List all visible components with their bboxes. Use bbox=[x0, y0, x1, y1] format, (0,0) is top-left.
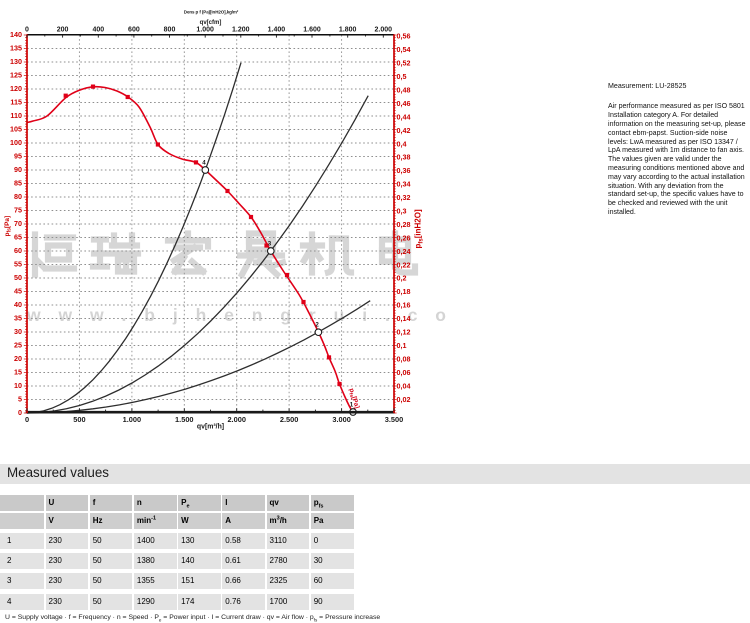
svg-text:0,02: 0,02 bbox=[397, 395, 411, 404]
svg-text:135: 135 bbox=[10, 44, 22, 53]
svg-text:0,28: 0,28 bbox=[397, 220, 411, 229]
svg-text:3: 3 bbox=[268, 240, 272, 247]
svg-text:0,1: 0,1 bbox=[397, 341, 407, 350]
svg-text:110: 110 bbox=[10, 111, 22, 120]
svg-text:80: 80 bbox=[14, 192, 22, 201]
svg-text:100: 100 bbox=[10, 138, 22, 147]
svg-text:75: 75 bbox=[14, 206, 22, 215]
svg-text:0,54: 0,54 bbox=[397, 45, 411, 54]
svg-text:1.000: 1.000 bbox=[196, 27, 214, 34]
svg-text:25: 25 bbox=[14, 341, 22, 350]
svg-text:500: 500 bbox=[73, 415, 85, 424]
svg-text:35: 35 bbox=[14, 314, 22, 323]
svg-text:200: 200 bbox=[57, 27, 69, 34]
svg-text:3.000: 3.000 bbox=[332, 415, 351, 424]
svg-text:qv[m³/h]: qv[m³/h] bbox=[197, 423, 224, 430]
svg-text:10: 10 bbox=[14, 381, 22, 390]
svg-text:0: 0 bbox=[25, 415, 29, 424]
svg-text:pfs[Pa]: pfs[Pa] bbox=[4, 216, 13, 237]
svg-text:65: 65 bbox=[14, 233, 22, 242]
svg-text:115: 115 bbox=[10, 98, 22, 107]
svg-text:40: 40 bbox=[14, 300, 22, 309]
svg-text:0,26: 0,26 bbox=[397, 233, 411, 242]
svg-text:3.500: 3.500 bbox=[385, 415, 404, 424]
svg-text:0,2: 0,2 bbox=[397, 274, 407, 283]
svg-text:1.400: 1.400 bbox=[268, 27, 286, 34]
svg-text:1.800: 1.800 bbox=[339, 27, 357, 34]
svg-text:1.000: 1.000 bbox=[123, 415, 142, 424]
svg-text:15: 15 bbox=[14, 368, 22, 377]
svg-text:0,5: 0,5 bbox=[397, 72, 407, 81]
svg-text:0: 0 bbox=[18, 408, 22, 417]
svg-text:400: 400 bbox=[92, 27, 104, 34]
svg-text:140: 140 bbox=[10, 30, 22, 39]
svg-text:0,36: 0,36 bbox=[397, 166, 411, 175]
svg-text:85: 85 bbox=[14, 179, 22, 188]
svg-text:50: 50 bbox=[14, 273, 22, 282]
svg-text:0,08: 0,08 bbox=[397, 354, 411, 363]
svg-text:0,3: 0,3 bbox=[397, 207, 407, 216]
svg-text:90: 90 bbox=[14, 165, 22, 174]
svg-text:2: 2 bbox=[315, 322, 319, 329]
svg-text:2.000: 2.000 bbox=[227, 415, 246, 424]
svg-text:0,04: 0,04 bbox=[397, 381, 411, 390]
svg-text:125: 125 bbox=[10, 71, 22, 80]
svg-text:30: 30 bbox=[14, 327, 22, 336]
svg-text:0,42: 0,42 bbox=[397, 126, 411, 135]
svg-text:qv[cfm]: qv[cfm] bbox=[200, 20, 222, 26]
svg-text:0,14: 0,14 bbox=[397, 314, 411, 323]
svg-text:0,34: 0,34 bbox=[397, 180, 411, 189]
svg-text:0,18: 0,18 bbox=[397, 287, 411, 296]
svg-text:1.600: 1.600 bbox=[303, 27, 321, 34]
svg-text:120: 120 bbox=[10, 84, 22, 93]
svg-text:1.500: 1.500 bbox=[175, 415, 194, 424]
svg-text:55: 55 bbox=[14, 260, 22, 269]
svg-text:0,06: 0,06 bbox=[397, 368, 411, 377]
svg-text:0: 0 bbox=[25, 27, 29, 34]
svg-text:pfs[inH2O]: pfs[inH2O] bbox=[414, 209, 425, 248]
svg-text:2.500: 2.500 bbox=[280, 415, 299, 424]
svg-text:20: 20 bbox=[14, 354, 22, 363]
svg-text:105: 105 bbox=[10, 125, 22, 134]
svg-text:1.200: 1.200 bbox=[232, 27, 250, 34]
svg-text:95: 95 bbox=[14, 152, 22, 161]
svg-text:60: 60 bbox=[14, 246, 22, 255]
svg-text:2.000: 2.000 bbox=[375, 27, 393, 34]
svg-text:0,52: 0,52 bbox=[397, 59, 411, 68]
svg-text:0,44: 0,44 bbox=[397, 112, 411, 121]
svg-text:0,24: 0,24 bbox=[397, 247, 411, 256]
svg-text:0,16: 0,16 bbox=[397, 301, 411, 310]
svg-text:1: 1 bbox=[350, 401, 354, 408]
svg-text:0,38: 0,38 bbox=[397, 153, 411, 162]
svg-text:0,32: 0,32 bbox=[397, 193, 411, 202]
svg-text:w w w . b j h e n g r u i . c: w w w . b j h e n g r u i . c o bbox=[26, 305, 446, 325]
svg-text:4: 4 bbox=[202, 159, 206, 166]
svg-text:0,46: 0,46 bbox=[397, 99, 411, 108]
svg-text:0,12: 0,12 bbox=[397, 328, 411, 337]
svg-text:600: 600 bbox=[128, 27, 140, 34]
svg-text:0,56: 0,56 bbox=[397, 32, 411, 41]
svg-text:130: 130 bbox=[10, 57, 22, 66]
svg-text:800: 800 bbox=[164, 27, 176, 34]
svg-text:70: 70 bbox=[14, 219, 22, 228]
svg-text:0,4: 0,4 bbox=[397, 139, 407, 148]
svg-text:Dens p f (Pa)[inH2O],kg/m³: Dens p f (Pa)[inH2O],kg/m³ bbox=[184, 10, 239, 15]
svg-text:0,48: 0,48 bbox=[397, 86, 411, 95]
svg-text:5: 5 bbox=[18, 395, 22, 404]
svg-text:45: 45 bbox=[14, 287, 22, 296]
svg-text:0,22: 0,22 bbox=[397, 260, 411, 269]
